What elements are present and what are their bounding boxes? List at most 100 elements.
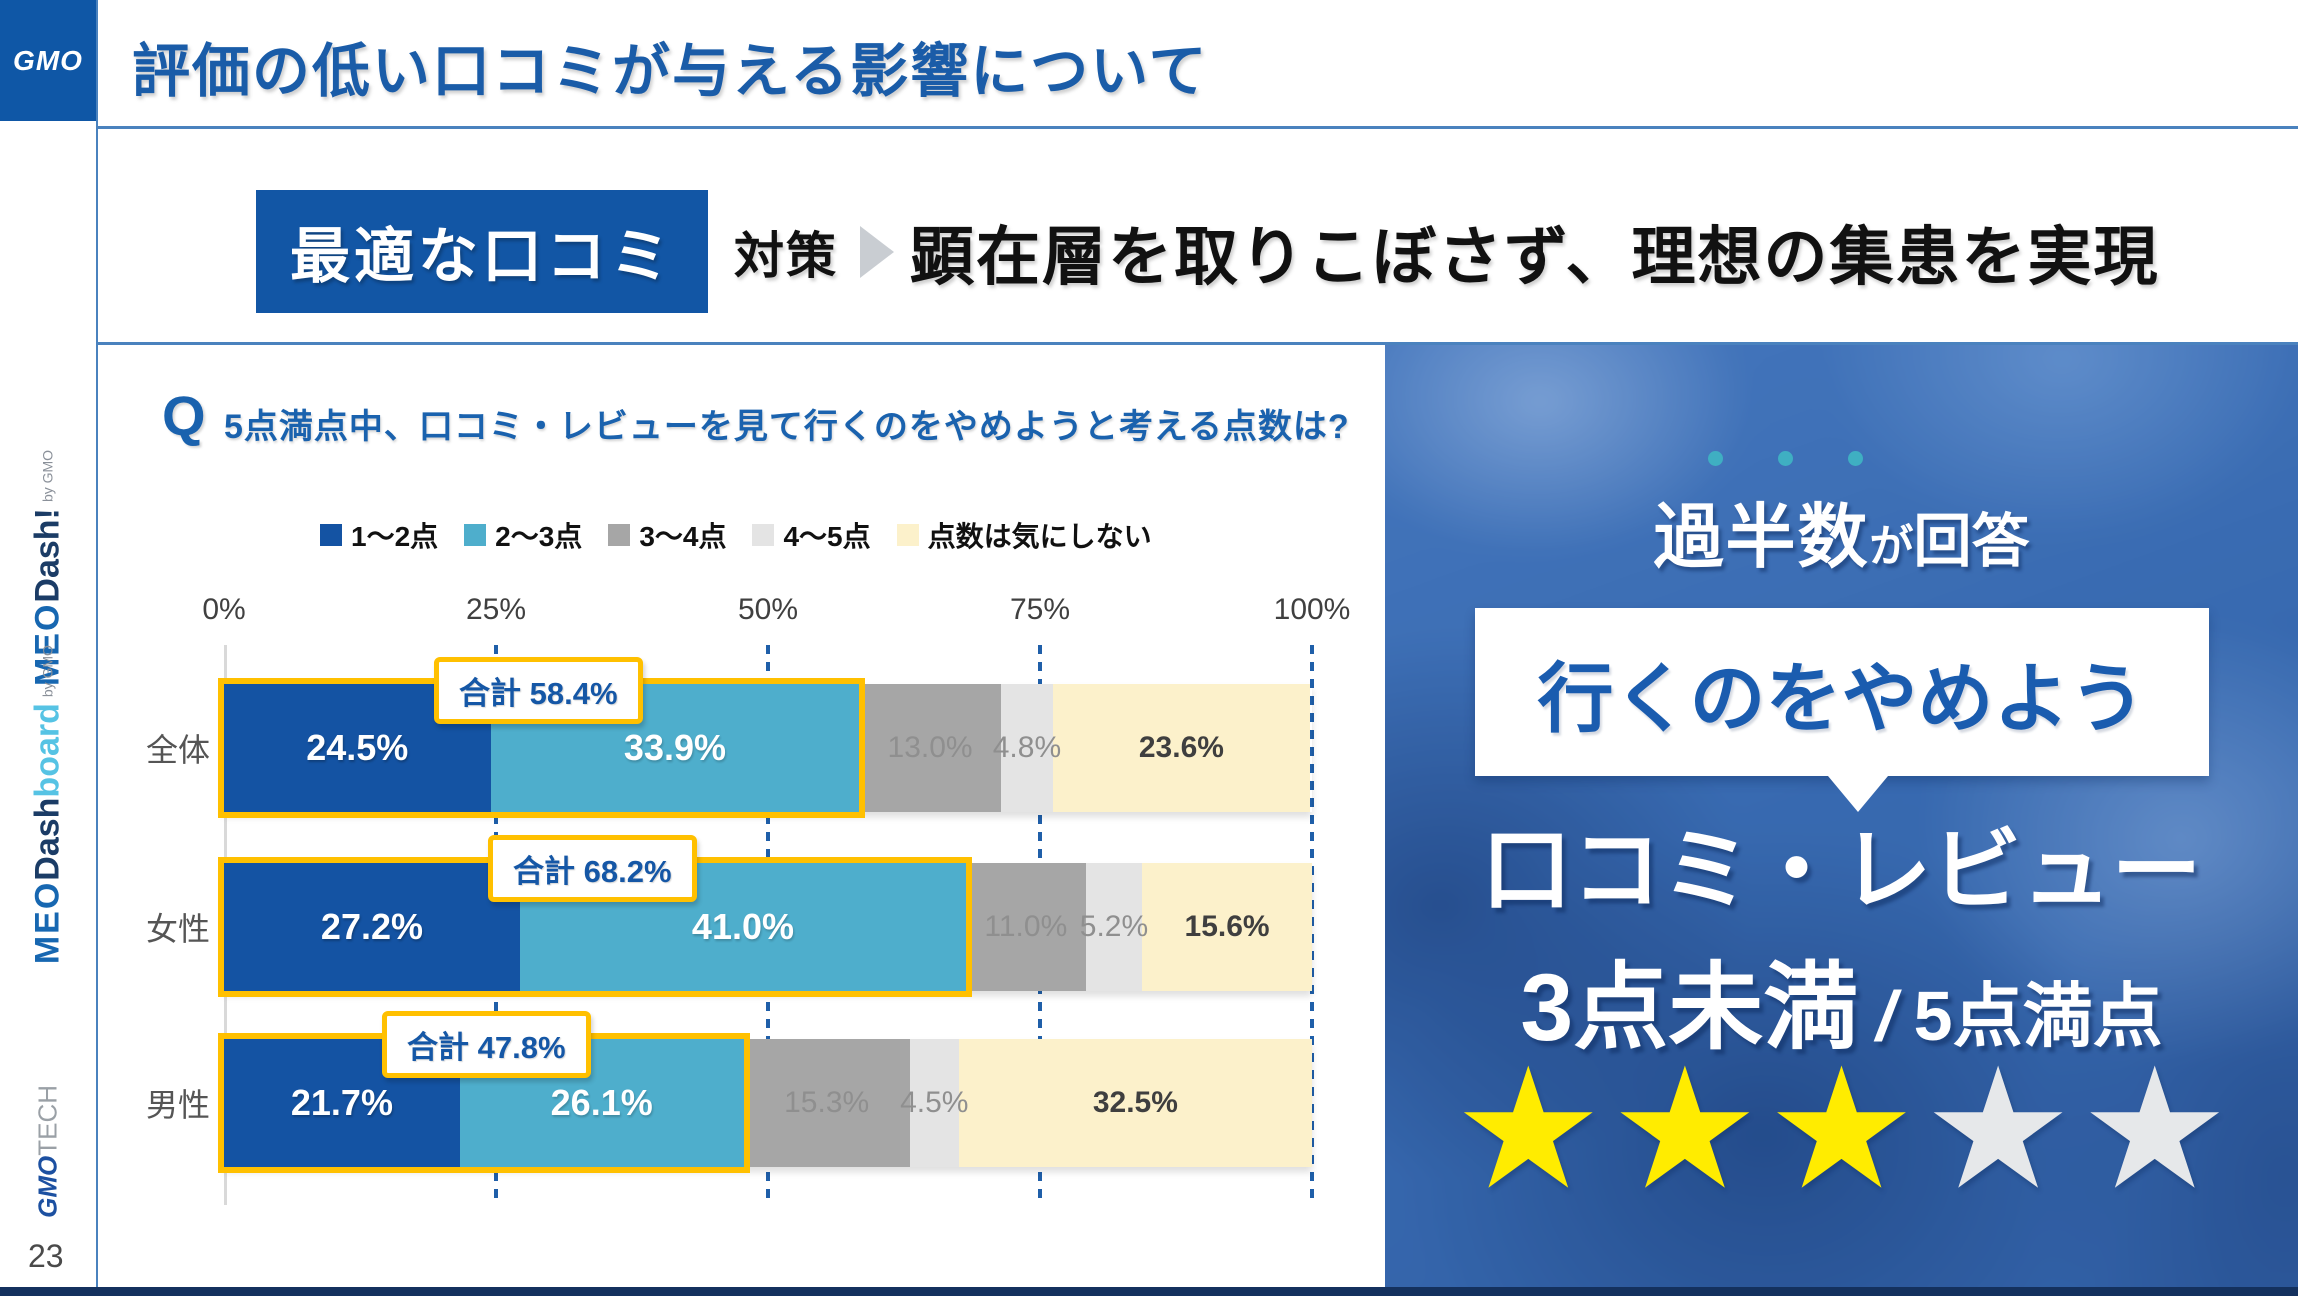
accent-dot <box>1778 451 1793 466</box>
bottom-strip <box>0 1287 2298 1296</box>
gmo-logo: GMO <box>0 0 96 121</box>
page-number: 23 <box>28 1238 64 1274</box>
bar-segment: 32.5% <box>958 1039 1312 1167</box>
score-separator: / <box>1876 977 1896 1055</box>
segment-value: 5.2% <box>1079 910 1149 943</box>
x-tick-75%: 75% <box>1009 593 1071 626</box>
arrow-right-icon <box>860 225 894 278</box>
legend-label: 1〜2点 <box>351 521 439 552</box>
x-tick-100%: 100% <box>1273 593 1351 626</box>
x-tick-50%: 50% <box>737 593 799 626</box>
total-callout: 合計 47.8% <box>382 1011 591 1078</box>
meodashboard-logo: MEODashboard by GMO <box>29 645 68 964</box>
category-label: 全体 <box>145 732 210 768</box>
star-empty-icon: ★ <box>2079 1035 2231 1223</box>
segment-value: 33.9% <box>623 727 726 768</box>
segment-value: 26.1% <box>550 1082 653 1123</box>
subtitle-text: 顕在層を取りこぼさず、理想の集患を実現 <box>910 220 2160 293</box>
star-filled-icon: ★ <box>1766 1035 1917 1223</box>
legend-swatch-icon <box>752 524 775 546</box>
speech-bubble-text: 行くのをやめよう <box>1537 657 2146 742</box>
segment-value: 15.6% <box>1184 910 1270 943</box>
subtitle-divider <box>96 342 2298 345</box>
gmotech-tech: TECH <box>32 1085 63 1156</box>
segment-value: 11.0% <box>984 910 1068 943</box>
chart-legend: 1〜2点 2〜3点 3〜4点 4〜5点 点数は気にしない <box>320 515 1152 555</box>
chart-area: Q 5点満点中、口コミ・レビューを見て行くのをやめようと考える点数は? 1〜2点… <box>96 345 1385 1288</box>
sidebar: GMO MEO Dash! by GMO MEODashboard by GMO GM… <box>0 0 98 1296</box>
legend-swatch-icon <box>464 524 487 546</box>
bar-segment: 11.0% <box>966 863 1086 991</box>
segment-value: 15.3% <box>784 1086 870 1119</box>
header-divider <box>96 126 2298 129</box>
segment-value: 21.7% <box>290 1082 393 1123</box>
photo-blue-overlay <box>1385 345 2298 1296</box>
meodash-by: by GMO <box>39 450 56 503</box>
subtitle-highlight-badge: 最適な口コミ <box>256 190 708 313</box>
bar-segment: 5.2% <box>1080 863 1148 991</box>
accent-dot <box>1848 451 1863 466</box>
bar-row-女性: 27.2% 41.0% 11.0% 5.2% 15.6% <box>224 863 1312 991</box>
legend-item-3: 4〜5点 <box>752 515 871 555</box>
meodashboard-meo: MEO <box>28 880 67 965</box>
legend-item-4: 点数は気にしない <box>896 515 1152 555</box>
panel-content: 過半数が回答 行くのをやめよう 口コミ・レビュー 3点未満 / 5点満点 ★ ★ ★… <box>1385 345 2298 1296</box>
total-callout: 合計 58.4% <box>434 657 643 724</box>
segment-value: 13.0% <box>887 731 973 764</box>
category-label: 女性 <box>145 911 210 947</box>
legend-label: 4〜5点 <box>783 521 871 552</box>
plot-area: 全体 24.5% 33.9% 13.0% 4.8% 23.6% 合計 58.4% 女性 27.2… <box>146 645 1314 1205</box>
segment-value: 4.8% <box>992 731 1062 764</box>
panel-score: 3点未満 / 5点満点 <box>1385 931 2298 1068</box>
segment-value: 41.0% <box>691 906 794 947</box>
photo-background <box>1385 345 2298 1296</box>
x-tick-25%: 25% <box>465 593 527 626</box>
bar-segment: 4.5% <box>900 1039 968 1167</box>
legend-label: 点数は気にしない <box>927 521 1152 552</box>
accent-dots <box>1385 451 2242 466</box>
meodash-dash: Dash! <box>28 508 67 603</box>
page-title: 評価の低い口コミが与える影響について <box>132 39 1209 104</box>
total-callout-label: 合計 47.8% <box>407 1030 566 1065</box>
star-empty-icon: ★ <box>1922 1035 2074 1223</box>
category-label: 男性 <box>145 1087 210 1123</box>
x-tick-0%: 0% <box>202 593 246 626</box>
bar-segment: 13.0% <box>859 684 1001 812</box>
total-callout-label: 合計 58.4% <box>459 676 618 711</box>
legend-item-1: 2〜3点 <box>464 515 582 555</box>
bar-segment: 15.3% <box>743 1039 910 1167</box>
subtitle-band: 最適な口コミ 対策 顕在層を取りこぼさず、理想の集患を実現 <box>98 129 2298 343</box>
headline-mid: 回答 <box>1913 509 2030 574</box>
photo-panel: 過半数が回答 行くのをやめよう 口コミ・レビュー 3点未満 / 5点満点 ★ ★ ★… <box>1385 345 2298 1296</box>
score-small: 5点満点 <box>1913 977 2163 1055</box>
gmotech-logo: GMOTECH <box>33 1085 64 1218</box>
subtitle-row: 最適な口コミ 対策 顕在層を取りこぼさず、理想の集患を実現 <box>256 190 2160 313</box>
segment-value: 27.2% <box>320 906 423 947</box>
star-rating: ★ ★ ★ ★ ★ <box>1385 1045 2298 1213</box>
speech-bubble-pointer <box>1827 776 1888 812</box>
chart-question: 5点満点中、口コミ・レビューを見て行くのをやめようと考える点数は? <box>224 408 1350 446</box>
star-filled-icon: ★ <box>1452 1035 1604 1223</box>
legend-item-2: 3〜4点 <box>608 515 726 555</box>
meodashboard-dash: Dash <box>28 797 67 881</box>
legend-swatch-icon <box>896 524 919 546</box>
total-callout: 合計 68.2% <box>488 835 697 902</box>
segment-value: 4.5% <box>900 1086 969 1119</box>
bar-segment: 15.6% <box>1142 863 1312 991</box>
segment-value: 23.6% <box>1138 731 1224 764</box>
headline-small: が <box>1869 522 1914 571</box>
legend-swatch-icon <box>320 524 342 546</box>
legend-label: 3〜4点 <box>639 521 727 552</box>
segment-value: 24.5% <box>306 727 409 768</box>
headline-big: 過半数 <box>1653 498 1870 576</box>
bar-segment: 27.2% <box>224 863 520 991</box>
segment-value: 32.5% <box>1092 1086 1178 1119</box>
legend-label: 2〜3点 <box>495 521 583 552</box>
total-callout-label: 合計 68.2% <box>513 854 672 889</box>
bar-segment: 4.8% <box>993 684 1061 812</box>
panel-review-text: 口コミ・レビュー <box>1481 821 2202 921</box>
gridline-100 <box>1310 645 1314 1205</box>
accent-dot <box>1708 451 1723 466</box>
panel-headline: 過半数が回答 <box>1385 481 2298 582</box>
